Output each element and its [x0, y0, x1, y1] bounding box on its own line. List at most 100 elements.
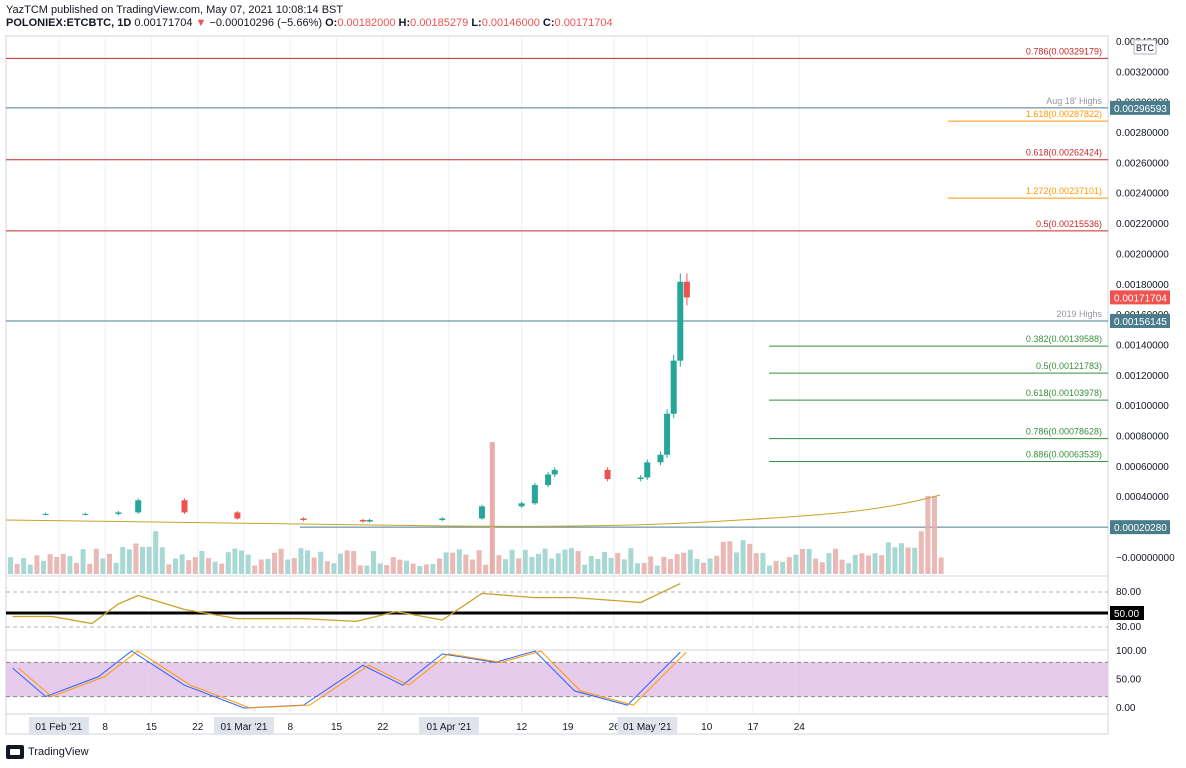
volume-bar-9: [67, 555, 73, 574]
volume-bar-140: [932, 496, 937, 574]
volume-bar-88: [588, 556, 594, 574]
level-label-1: Aug 18' Highs: [1046, 96, 1102, 106]
volume-bar-64: [430, 564, 436, 574]
down-arrow-icon: ▼: [195, 17, 207, 29]
volume-bar-33: [225, 552, 231, 574]
volume-bar-3: [27, 564, 33, 574]
candle-body-13: [531, 485, 538, 504]
volume-bar-101: [674, 554, 680, 574]
volume-bar-49: [331, 563, 337, 574]
volume-bar-12: [87, 563, 93, 574]
volume-bar-54: [364, 565, 370, 574]
stoch-tick-1: 50.00: [1116, 675, 1141, 686]
volume-bar-31: [212, 561, 218, 574]
volume-bar-120: [800, 548, 805, 574]
volume-bar-135: [899, 543, 904, 574]
volume-bar-89: [595, 558, 601, 574]
axis-label-6: 0.00156145: [1114, 317, 1167, 328]
volume-bar-29: [199, 550, 205, 574]
y-tick-11: 0.00120000: [1116, 371, 1169, 382]
candle-body-17: [637, 477, 644, 480]
level-label-10: 0.786(0.00078628): [1026, 427, 1102, 437]
volume-bar-118: [786, 557, 792, 574]
volume-bar-92: [615, 553, 621, 574]
volume-bar-130: [866, 555, 871, 574]
volume-bar-63: [423, 564, 429, 574]
volume-bar-35: [239, 550, 244, 574]
volume-bar-98: [654, 565, 660, 574]
volume-bar-79: [529, 557, 535, 574]
volume-bar-72: [483, 564, 489, 574]
volume-bar-38: [258, 559, 264, 574]
volume-bar-27: [186, 560, 192, 574]
x-tick-13: 10: [701, 722, 713, 733]
volume-bar-94: [628, 548, 634, 574]
candle-body-23: [683, 281, 690, 298]
volume-bar-136: [905, 547, 911, 574]
volume-bar-37: [252, 565, 258, 574]
volume-bar-103: [687, 549, 693, 574]
symbol-line: POLONIEX:ETCBTC, 1D 0.00171704 ▼ −0.0001…: [6, 17, 613, 29]
volume-bar-40: [272, 552, 277, 574]
volume-bar-97: [648, 556, 654, 574]
volume-bar-78: [522, 549, 528, 574]
tradingview-logo-icon: [6, 745, 24, 759]
volume-bar-81: [542, 548, 548, 574]
axis-label-box-6: [1110, 313, 1170, 328]
volume-bar-125: [833, 548, 838, 574]
last-price-label: 0.00171704: [1114, 293, 1167, 304]
volume-bar-77: [516, 558, 522, 574]
x-tick-box-8: [418, 717, 479, 735]
volume-bar-119: [793, 554, 799, 574]
candle-body-8: [359, 519, 366, 522]
x-tick-8: 01 Apr '21: [427, 722, 472, 733]
volume-bar-42: [285, 559, 291, 574]
volume-bar-69: [463, 554, 469, 574]
volume-bar-114: [760, 552, 766, 574]
axis-label-12: 0.00020280: [1114, 523, 1167, 534]
volume-bar-106: [707, 558, 713, 574]
volume-bar-138: [918, 531, 924, 574]
x-tick-0: 01 Feb '21: [35, 722, 82, 733]
volume-bar-24: [166, 564, 172, 574]
volume-bar-122: [813, 558, 819, 574]
volume-bar-55: [371, 551, 376, 574]
volume-bar-87: [582, 564, 588, 574]
volume-bar-90: [602, 551, 607, 574]
volume-bar-123: [819, 562, 825, 574]
candle-body-5: [181, 500, 188, 513]
volume-bar-109: [727, 541, 733, 574]
y-tick-8: 0.00180000: [1116, 280, 1169, 291]
y-tick-6: 0.00220000: [1116, 219, 1169, 230]
low-value: 0.00146000: [481, 17, 540, 29]
candle-body-20: [664, 413, 671, 455]
x-tick-box-12: [617, 717, 678, 735]
last-price-box: [1110, 290, 1170, 305]
volume-bar-113: [753, 553, 759, 574]
price-chart[interactable]: 0.786(0.00329179) Aug 18' Highs 1.618(0.00…: [0, 0, 1186, 740]
volume-bar-46: [311, 557, 317, 574]
x-tick-15: 24: [794, 722, 806, 733]
volume-bar-100: [668, 558, 673, 574]
volume-bar-56: [377, 563, 383, 574]
x-tick-12: 01 May '21: [623, 722, 672, 733]
stoch-tick-0: 100.00: [1116, 646, 1147, 657]
volume-bar-21: [146, 546, 152, 574]
volume-bar-74: [496, 555, 502, 574]
candle-body-22: [677, 281, 684, 361]
axis-label-1: 0.00296593: [1114, 104, 1167, 115]
x-tick-5: 8: [287, 722, 293, 733]
volume-bar-82: [549, 558, 555, 574]
volume-bar-108: [720, 541, 726, 574]
volume-bar-141: [938, 557, 944, 574]
volume-bar-32: [219, 563, 225, 574]
y-tick-1: 0.00320000: [1116, 67, 1169, 78]
volume-bar-128: [852, 554, 858, 574]
close-value: 0.00171704: [554, 17, 613, 29]
volume-bar-70: [470, 559, 475, 574]
candle-body-16: [604, 469, 611, 480]
volume-bar-102: [681, 552, 687, 574]
volume-bar-47: [318, 551, 324, 574]
volume-bar-105: [701, 562, 706, 574]
axis-label-box-12: [1110, 520, 1170, 535]
